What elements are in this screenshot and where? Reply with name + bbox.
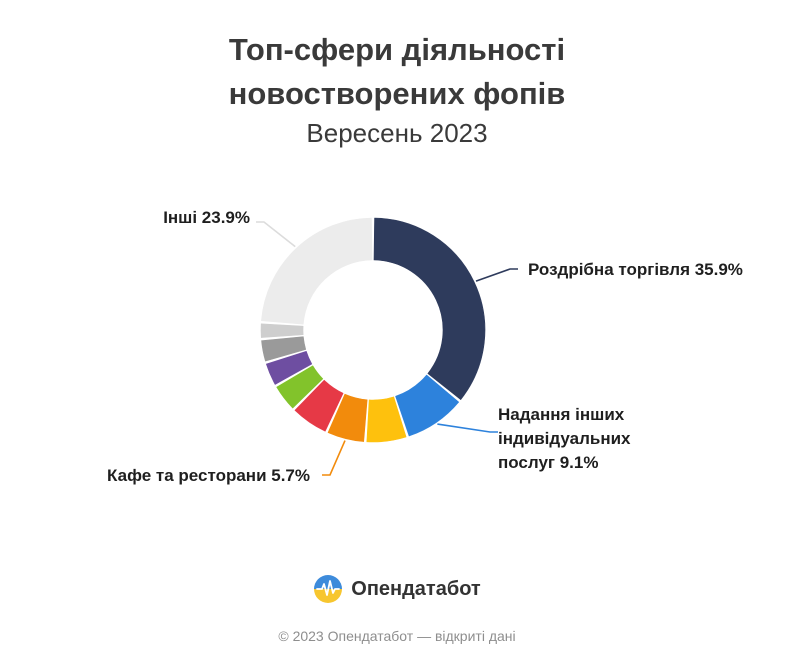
brand: Опендатабот — [0, 574, 794, 604]
donut-chart: Роздрібна торгівля 35.9% Надання інших інд… — [107, 208, 743, 485]
donut-slice-8 — [260, 323, 304, 338]
donut-slice-3 — [327, 393, 368, 442]
data-label-1-line-1: індивідуальних — [498, 429, 631, 448]
donut-slices — [260, 217, 486, 443]
data-label-9: Інші 23.9% — [163, 208, 250, 227]
leader-line-9 — [256, 221, 296, 248]
data-label-0-line-0: Роздрібна торгівля 35.9% — [528, 260, 743, 279]
chart-title-line-1: Топ-сфери діяльності — [228, 32, 566, 67]
leader-line-0 — [475, 268, 518, 282]
donut-slice-0 — [373, 217, 486, 400]
chart-subtitle: Вересень 2023 — [306, 118, 488, 148]
leader-line-3 — [322, 440, 346, 476]
donut-slice-1 — [395, 374, 460, 437]
leader-line-1 — [437, 423, 498, 433]
footer-copyright: © 2023 Опендатабот — відкриті дані — [278, 628, 516, 644]
donut-slice-9 — [261, 217, 373, 325]
data-labels: Роздрібна торгівля 35.9% Надання інших інд… — [107, 208, 743, 485]
donut-slice-5 — [276, 365, 324, 409]
data-label-9-line-0: Інші 23.9% — [163, 208, 250, 227]
chart-title-line-2: новостворених фопів — [228, 76, 566, 111]
donut-slice-7 — [261, 336, 307, 362]
data-label-3-line-0: Кафе та ресторани 5.7% — [107, 466, 310, 485]
donut-slice-2 — [366, 396, 407, 443]
data-label-1-line-2: послуг 9.1% — [498, 453, 598, 472]
leader-lines — [256, 221, 518, 476]
data-label-3: Кафе та ресторани 5.7% — [107, 466, 310, 485]
data-label-1: Надання інших індивідуальних послуг 9.1% — [498, 405, 631, 472]
brand-name: Опендатабот — [351, 577, 481, 600]
chart-title: Топ-сфери діяльності новостворених фопів — [0, 28, 794, 116]
data-label-0: Роздрібна торгівля 35.9% — [528, 260, 743, 279]
opendatabot-logo-icon — [314, 575, 343, 603]
data-label-1-line-0: Надання інших — [498, 405, 625, 424]
donut-slice-4 — [294, 379, 344, 432]
donut-slice-6 — [266, 351, 313, 385]
